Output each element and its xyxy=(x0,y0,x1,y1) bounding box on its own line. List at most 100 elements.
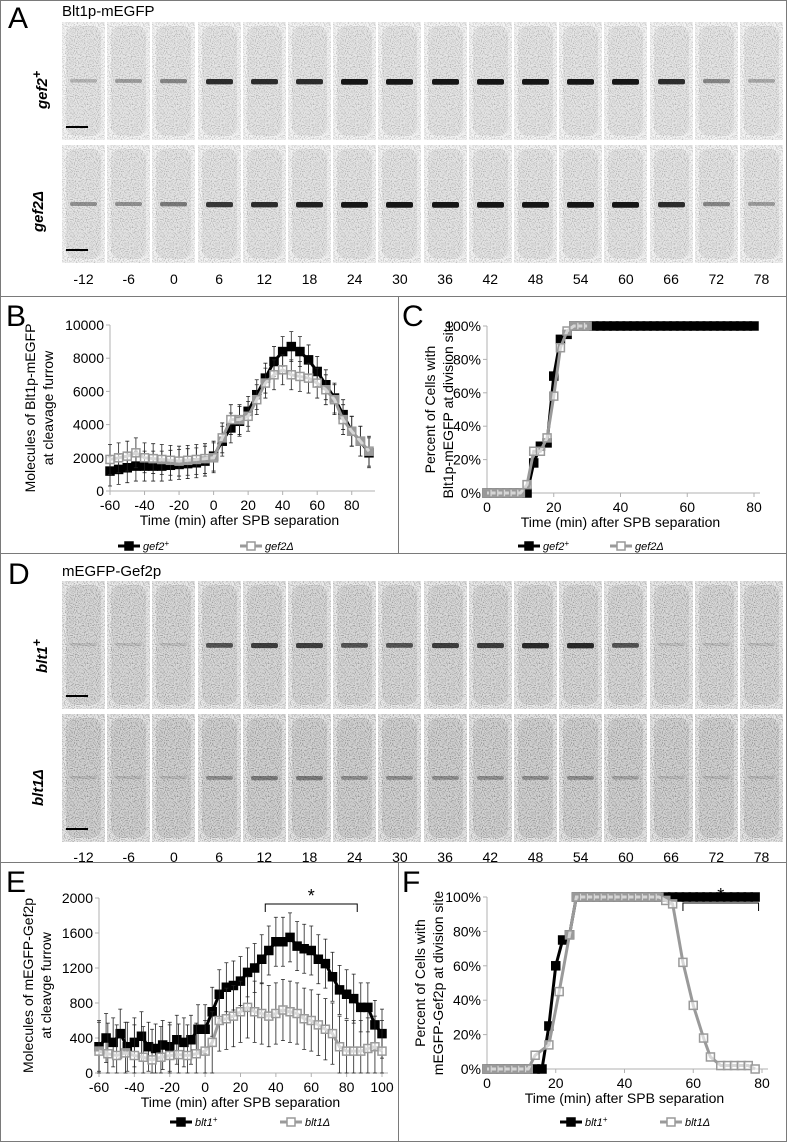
data-point xyxy=(200,453,210,464)
time-label: 30 xyxy=(392,849,408,865)
time-label: 72 xyxy=(708,271,725,287)
data-point xyxy=(554,986,564,997)
data-point xyxy=(327,972,338,982)
panel-letter-e: E xyxy=(6,866,26,899)
significance-bracket xyxy=(264,903,358,912)
data-point xyxy=(667,899,678,909)
error-bar xyxy=(114,1024,119,1074)
y-axis-title: Percent of Cells with xyxy=(422,346,438,474)
legend-swatch-marker xyxy=(124,541,134,551)
panel-letter-a: A xyxy=(8,2,29,35)
y-tick-label: 4000 xyxy=(73,417,104,433)
data-point xyxy=(542,433,552,443)
data-point xyxy=(306,945,316,956)
data-point xyxy=(217,433,227,443)
micrograph-cell xyxy=(378,714,422,842)
x-axis-title: Time (min) after SPB separation xyxy=(521,514,720,530)
x-tick-label: 100 xyxy=(370,1079,394,1095)
time-label: 24 xyxy=(346,849,363,865)
data-point xyxy=(249,963,260,973)
data-point xyxy=(105,454,115,465)
data-point xyxy=(277,346,288,357)
data-point xyxy=(377,1046,387,1056)
micrograph-cell xyxy=(694,145,738,263)
micrograph-cell xyxy=(423,145,467,263)
x-tick-label: -20 xyxy=(169,497,189,513)
data-point xyxy=(688,1000,698,1011)
y-tick-label: 60% xyxy=(453,385,481,401)
y-tick-label: 40% xyxy=(453,418,481,434)
series-gef2-delta xyxy=(482,321,592,498)
micrograph-cell xyxy=(514,581,557,709)
micrograph-cell xyxy=(468,145,512,263)
micrograph-cell xyxy=(242,581,286,709)
time-label: 6 xyxy=(215,849,223,865)
data-point xyxy=(277,365,288,375)
legend-label: gef2Δ xyxy=(635,541,664,553)
time-label: 12 xyxy=(256,849,273,865)
time-label: 6 xyxy=(215,271,223,287)
micrograph-cell xyxy=(378,22,422,140)
data-point xyxy=(557,935,568,945)
x-tick-label: 60 xyxy=(309,497,325,513)
data-point xyxy=(260,378,271,388)
y-tick-label: 2000 xyxy=(73,450,104,466)
y-tick-label: 0 xyxy=(96,483,104,499)
x-tick-label: 40 xyxy=(268,1079,284,1095)
error-bar xyxy=(194,1022,199,1074)
scale-bar xyxy=(66,695,88,697)
micrograph-cell xyxy=(604,581,648,709)
panel-a-title: Blt1p-mEGFP xyxy=(62,3,155,20)
data-point xyxy=(138,1052,148,1062)
data-point xyxy=(174,456,184,466)
micrograph-cell xyxy=(740,714,783,842)
y-tick-label: 400 xyxy=(70,1030,94,1046)
data-point xyxy=(256,954,267,964)
chart-e: E -60 -40 -20 0 20 40 60 80 100 0 400 800 1200 1600 200… xyxy=(6,866,394,1129)
micrograph-cell xyxy=(152,714,196,842)
legend-label: gef2+ xyxy=(143,539,169,553)
time-label: 72 xyxy=(708,849,725,865)
micrograph-cell xyxy=(197,22,241,140)
legend-swatch-marker xyxy=(176,1117,186,1127)
micrograph-cell xyxy=(333,714,377,842)
y-axis-title: Molecules of Blt1p-mEGFP xyxy=(22,324,38,493)
micrograph-cell xyxy=(288,22,331,140)
micrograph-cell xyxy=(559,581,603,709)
x-tick-label: 20 xyxy=(233,1079,249,1095)
data-point xyxy=(103,1049,113,1059)
data-point xyxy=(165,1050,175,1061)
micrograph-cell xyxy=(559,714,603,842)
legend-name: blt1 xyxy=(585,1117,603,1129)
x-tick-label: -40 xyxy=(124,1079,144,1095)
scale-bar xyxy=(66,126,88,128)
data-point xyxy=(286,370,297,380)
data-point xyxy=(346,426,357,436)
legend-label: gef2+ xyxy=(543,539,569,553)
series-blt1-plus xyxy=(94,912,387,1074)
micrograph-cell xyxy=(604,714,648,842)
time-label: 24 xyxy=(346,271,363,287)
data-point xyxy=(750,1064,760,1074)
micrograph-cell xyxy=(242,22,286,140)
data-point xyxy=(157,454,167,465)
error-bar xyxy=(150,1028,155,1074)
y-tick-label: 20% xyxy=(453,452,481,468)
time-label: 0 xyxy=(169,849,178,865)
y-axis-title: Percent of Cells with xyxy=(412,919,428,1047)
data-point xyxy=(191,454,202,465)
series-line xyxy=(487,895,756,1071)
data-point xyxy=(113,453,124,463)
legend-suffix: + xyxy=(564,539,569,548)
panel-d-title: mEGFP-Gef2p xyxy=(62,563,162,580)
chart-f: F 0 20 40 60 80 0% 20% 40% 60% 80% 100% Time (min) a… xyxy=(402,866,770,1129)
scale-bar xyxy=(66,828,88,830)
data-point xyxy=(364,446,374,456)
significance-star: * xyxy=(308,886,315,906)
panel-letter-c: C xyxy=(402,300,424,333)
legend-swatch-marker xyxy=(666,1117,676,1127)
data-point xyxy=(523,1064,533,1074)
micrograph-cell xyxy=(62,22,105,140)
y-axis-title: mEGFP-Gef2p at division site xyxy=(430,891,446,1076)
micrograph-cell xyxy=(333,22,377,140)
